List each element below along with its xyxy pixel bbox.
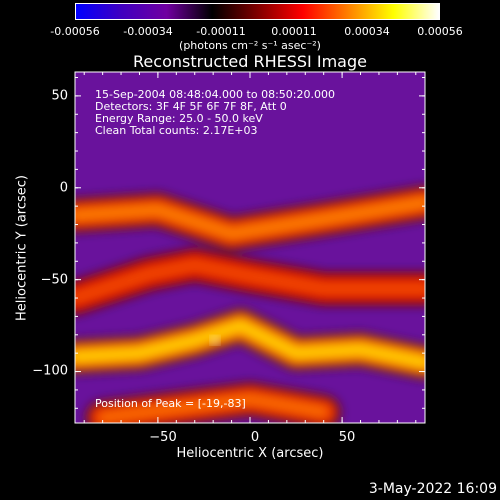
y-tick-label: 0 [59, 180, 68, 196]
colorbar-units: (photons cm⁻² s⁻¹ asec⁻²) [179, 39, 321, 52]
y-tick-label: −50 [40, 272, 68, 288]
colorbar-tick-label: -0.00034 [123, 25, 173, 38]
x-tick-label: 50 [338, 430, 356, 445]
time-range-annotation: 15-Sep-2004 08:48:04.000 to 08:50:20.000 [95, 88, 335, 101]
plot-timestamp: 3-May-2022 16:09 [368, 481, 497, 497]
chart-title: Reconstructed RHESSI Image [133, 52, 367, 71]
axis-ticks [75, 72, 425, 423]
emission-band-3-yellow-core [98, 395, 328, 422]
emission-band-2-yellow-core [75, 321, 425, 367]
x-tick-label: −50 [149, 430, 177, 445]
clean-annotation: Clean Total counts: 2.17E+03 [95, 124, 258, 137]
y-axis-label: Heliocentric Y (arcsec) [14, 175, 30, 321]
x-axis-label: Heliocentric X (arcsec) [176, 446, 324, 461]
emission-band-0-yellow-core [75, 198, 425, 238]
peak-position-annotation: Position of Peak = [-19,-83] [95, 397, 246, 410]
colorbar-tick-label: 0.00011 [271, 25, 317, 38]
colorbar-tick-label: -0.00056 [50, 25, 100, 38]
x-tick-label: 0 [250, 430, 260, 445]
detectors-annotation: Detectors: 3F 4F 5F 6F 7F 8F, Att 0 [95, 100, 287, 113]
colorbar [75, 3, 440, 20]
heatmap-image [75, 72, 425, 423]
colorbar-tick-label: -0.00011 [196, 25, 246, 38]
y-tick-label: −100 [32, 363, 68, 379]
y-tick-label: 50 [51, 88, 68, 104]
peak-emission [211, 336, 219, 345]
colorbar-tick-label: 0.00056 [417, 25, 463, 38]
emission-band-1-yellow-core [75, 261, 425, 302]
colorbar-tick-label: 0.00034 [344, 25, 390, 38]
energy-range-annotation: Energy Range: 25.0 - 50.0 keV [95, 112, 263, 125]
